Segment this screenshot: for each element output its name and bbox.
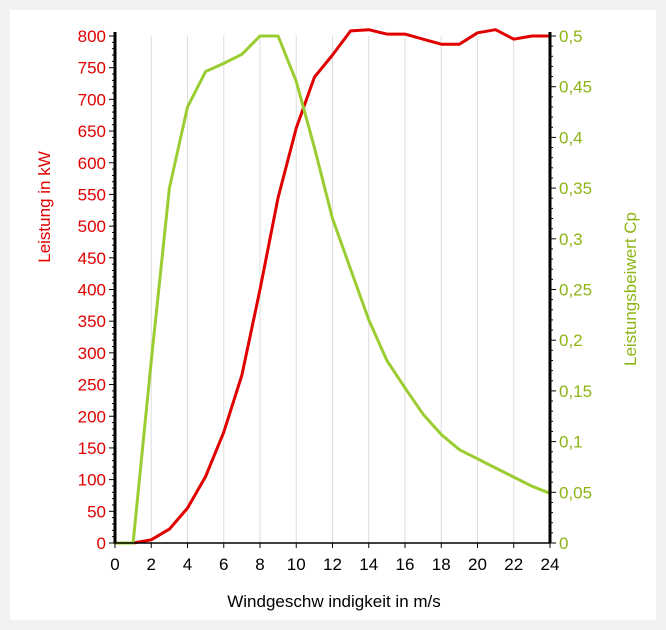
power-series-line <box>113 28 552 545</box>
y-right-tick-label: 0,3 <box>559 230 583 249</box>
chart-svg: 0501001502002503003504004505005506006507… <box>35 27 640 611</box>
y-left-tick-label: 600 <box>78 154 106 173</box>
y-right-tick-label: 0,1 <box>559 433 583 452</box>
x-tick-label: 14 <box>359 555 378 574</box>
y-left-tick-label: 0 <box>97 534 106 553</box>
x-tick-label: 18 <box>432 555 451 574</box>
y-right-tick-label: 0,35 <box>559 179 592 198</box>
y-right-tick-label: 0,2 <box>559 331 583 350</box>
x-tick-label: 2 <box>147 555 156 574</box>
x-tick-label: 12 <box>323 555 342 574</box>
y-left-tick-label: 750 <box>78 59 106 78</box>
x-tick-label: 8 <box>255 555 264 574</box>
x-tick-label: 0 <box>110 555 119 574</box>
y-left-tick-label: 350 <box>78 312 106 331</box>
y-right-tick-label: 0,25 <box>559 281 592 300</box>
x-tick-label: 16 <box>396 555 415 574</box>
y-left-tick-label: 100 <box>78 471 106 490</box>
y-left-tick-label: 450 <box>78 249 106 268</box>
y-left-tick-label: 300 <box>78 344 106 363</box>
y-right-tick-label: 0,45 <box>559 78 592 97</box>
y-left-tick-label: 650 <box>78 122 106 141</box>
x-tick-label: 6 <box>219 555 228 574</box>
y-left-tick-label: 400 <box>78 281 106 300</box>
y-left-tick-label: 150 <box>78 439 106 458</box>
x-tick-label: 10 <box>287 555 306 574</box>
y-left-tick-label: 800 <box>78 27 106 46</box>
x-tick-label: 20 <box>468 555 487 574</box>
cp-series-line <box>113 34 552 545</box>
y-left-tick-label: 500 <box>78 217 106 236</box>
y-left-tick-label: 700 <box>78 90 106 109</box>
x-tick-label: 4 <box>183 555 192 574</box>
x-tick-label: 24 <box>541 555 560 574</box>
y-right-tick-label: 0,5 <box>559 27 583 46</box>
y-axis-left-title: Leistung in kW <box>35 151 54 263</box>
y-right-tick-label: 0,4 <box>559 128 583 147</box>
y-left-tick-label: 50 <box>87 502 106 521</box>
x-axis-title: Windgeschw indigkeit in m/s <box>227 592 441 611</box>
y-right-tick-label: 0,05 <box>559 483 592 502</box>
y-right-tick-label: 0,15 <box>559 382 592 401</box>
chart-frame: 0 50 100 150 200 250 300 350 400 450 500 550 600 650 7… <box>10 10 656 620</box>
y-left-tick-label: 200 <box>78 407 106 426</box>
y-left-tick-label: 250 <box>78 376 106 395</box>
y-left-tick-label: 550 <box>78 185 106 204</box>
y-right-tick-label: 0 <box>559 534 568 553</box>
y-axis-right-title: Leistungsbeiwert Cp <box>621 212 640 366</box>
x-tick-label: 22 <box>504 555 523 574</box>
